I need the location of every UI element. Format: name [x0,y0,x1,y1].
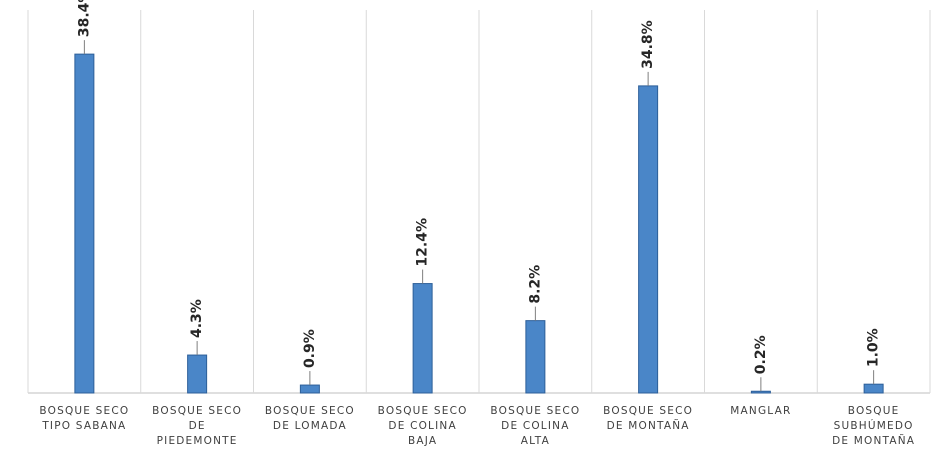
category-label: BAJA [408,435,437,447]
category-label: DE COLINA [501,420,569,432]
category-label: BOSQUE SECO [152,405,242,417]
category-label: TIPO SABANA [41,420,126,432]
data-labels: 38.4% 4.3% 0.9% 12.4% 8.2% 34.8% 0.2% 1.0% [76,0,882,392]
data-label: 8.2% [527,265,543,304]
bar [525,320,546,394]
data-label: 0.2% [753,335,769,374]
category-label: DE [189,420,206,432]
data-label: 38.4% [76,0,92,37]
data-label: 1.0% [866,328,882,367]
bar [750,390,771,394]
category-labels: BOSQUE SECO TIPO SABANA BOSQUE SECO DE PIEDE… [39,405,915,447]
bar [412,283,433,394]
category-label: DE MONTAÑA [832,434,915,447]
category-label: DE MONTAÑA [607,419,690,432]
category-label: ALTA [521,435,550,447]
category-label: DE COLINA [388,420,456,432]
bar [863,383,884,394]
category-label: PIEDEMONTE [157,435,238,447]
data-label: 0.9% [302,329,318,368]
data-label: 34.8% [640,20,656,69]
category-label: MANGLAR [730,405,791,417]
category-label: BOSQUE SECO [603,405,693,417]
category-label: BOSQUE SECO [39,405,129,417]
category-label: SUBHÚMEDO [834,419,914,432]
bar [187,354,208,394]
data-label: 12.4% [415,218,431,267]
bar [299,384,320,394]
category-separators [140,10,818,393]
category-label: BOSQUE SECO [265,405,355,417]
category-label: DE LOMADA [273,420,347,432]
bar [74,53,95,394]
category-label: BOSQUE [848,405,900,417]
category-label: BOSQUE SECO [490,405,580,417]
bar [638,85,659,394]
category-label: BOSQUE SECO [378,405,468,417]
data-label: 4.3% [189,299,205,338]
